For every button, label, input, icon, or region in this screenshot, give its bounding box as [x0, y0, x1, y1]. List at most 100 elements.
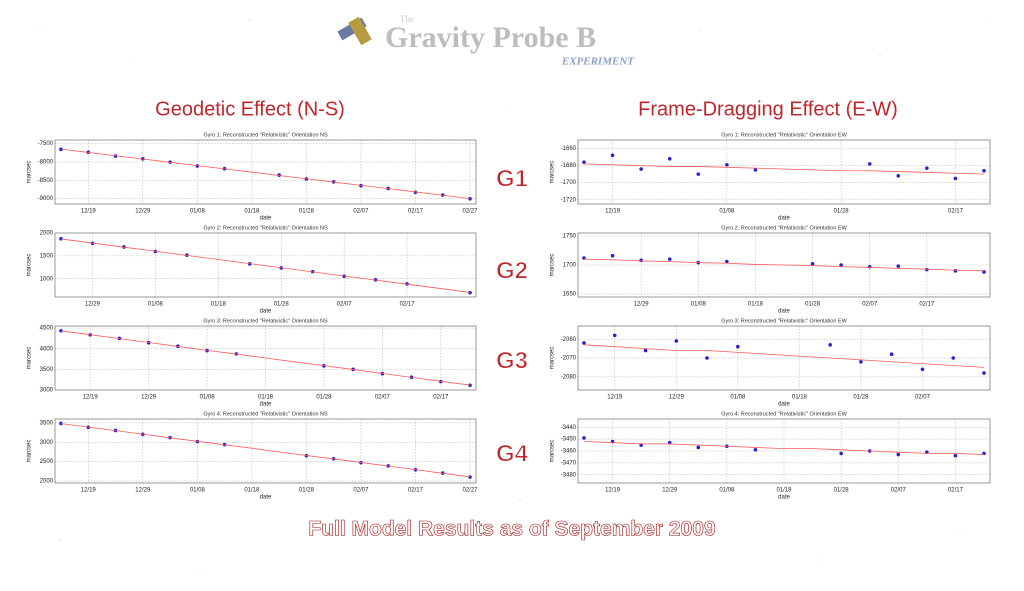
y-axis-label: marcsec: [27, 161, 33, 184]
data-point: [925, 166, 929, 170]
x-tick-label: 02/07: [862, 302, 878, 308]
data-point: [59, 236, 63, 241]
x-axis-label: date: [260, 309, 272, 315]
data-point: [582, 341, 586, 345]
y-axis-label: marcsec: [27, 254, 33, 277]
x-tick-label: 02/07: [891, 488, 907, 494]
data-point: [612, 333, 617, 338]
x-tick-label: 12/29: [135, 488, 151, 494]
logo-sub: EXPERIMENT: [561, 56, 635, 68]
y-tick-label: 1650: [563, 292, 577, 298]
data-point: [610, 253, 615, 258]
data-point: [859, 359, 863, 364]
data-point: [725, 162, 729, 167]
data-point: [982, 371, 986, 375]
data-point: [953, 176, 958, 181]
gyro-label: G4: [496, 440, 529, 467]
data-point: [867, 162, 872, 166]
x-tick-label: 02/17: [948, 488, 964, 494]
chart-title: Gyro 1: Reconstructed "Relativistic" Ori…: [203, 132, 328, 138]
stars: [39, 19, 991, 571]
data-point: [889, 352, 894, 357]
x-tick-label: 01/08: [719, 209, 735, 215]
x-tick-label: 02/17: [919, 302, 935, 308]
y-tick-label: 4000: [40, 346, 54, 352]
x-tick-label: 01/08: [691, 302, 707, 308]
y-tick-label: -8500: [38, 178, 54, 184]
x-tick-label: 02/27: [462, 488, 478, 494]
fit-line: [583, 258, 985, 272]
data-point: [810, 262, 815, 266]
fit-line: [60, 330, 471, 386]
panel-title: Geodetic Effect (N-S): [155, 98, 345, 120]
y-tick-label: 1750: [563, 233, 577, 239]
data-point: [696, 172, 701, 176]
chart-title: Gyro 2: Reconstructed "Relativistic" Ori…: [203, 225, 328, 231]
chart-title: Gyro 3: Reconstructed "Relativistic" Ori…: [721, 318, 847, 324]
x-tick-label: 02/17: [400, 302, 416, 308]
gyro-label: G1: [496, 165, 528, 192]
x-tick-label: 01/18: [258, 395, 274, 401]
x-tick-label: 01/28: [274, 302, 290, 308]
data-point: [896, 174, 901, 178]
y-tick-label: 2500: [40, 459, 54, 465]
x-tick-label: 01/18: [244, 209, 260, 215]
data-point: [953, 269, 958, 273]
x-tick-label: 02/17: [948, 209, 964, 215]
x-tick-label: 12/29: [634, 302, 650, 308]
x-axis-label: date: [260, 216, 272, 222]
logo: Gravity Probe B: [385, 21, 596, 54]
data-point: [736, 344, 740, 349]
x-tick-label: 01/18: [792, 395, 808, 401]
y-tick-label: 2000: [40, 479, 54, 485]
y-tick-label: -3460: [561, 449, 577, 455]
x-tick-label: 02/07: [375, 395, 391, 401]
x-tick-label: 12/29: [662, 488, 678, 494]
x-axis-label: date: [778, 495, 790, 501]
data-point: [951, 356, 956, 360]
x-tick-label: 12/19: [83, 395, 99, 401]
x-tick-label: 01/08: [730, 395, 746, 401]
data-point: [982, 168, 986, 173]
x-tick-label: 01/28: [316, 395, 332, 401]
x-tick-label: 01/18: [776, 488, 792, 494]
data-point: [753, 448, 758, 452]
x-tick-label: 12/29: [669, 395, 685, 401]
logo-small: The: [400, 14, 414, 24]
plot-frame: [54, 139, 477, 205]
y-tick-label: -2080: [561, 374, 577, 380]
data-point: [59, 328, 63, 333]
plot-frame: [54, 232, 477, 298]
data-point: [667, 257, 672, 261]
y-tick-label: 1000: [40, 276, 54, 282]
x-tick-label: 01/28: [299, 488, 315, 494]
y-tick-label: -1660: [561, 146, 577, 152]
logo-icon: [337, 16, 372, 46]
fit-line: [60, 148, 471, 199]
fit-line: [583, 441, 985, 455]
y-tick-label: -8000: [38, 160, 54, 166]
chart-title: Gyro 4: Reconstructed "Relativistic" Ori…: [203, 411, 328, 417]
x-tick-label: 01/28: [299, 209, 315, 215]
data-point: [639, 258, 643, 263]
x-tick-label: 12/19: [81, 488, 97, 494]
y-axis-label: marcsec: [27, 347, 33, 370]
y-axis-label: marcsec: [550, 254, 556, 277]
data-point: [674, 339, 679, 343]
data-point: [839, 263, 843, 267]
y-tick-label: 3000: [40, 440, 54, 446]
data-point: [725, 259, 729, 264]
plot-frame: [54, 418, 477, 484]
data-point: [705, 356, 709, 360]
data-point: [753, 168, 758, 172]
chart-title: Gyro 1: Reconstructed "Relativistic" Ori…: [721, 132, 847, 138]
plot-frame: [577, 325, 991, 391]
data-point: [925, 267, 929, 272]
data-point: [643, 348, 648, 353]
y-tick-label: -2060: [561, 337, 577, 343]
data-point: [610, 153, 615, 158]
data-point: [896, 264, 901, 268]
data-point: [667, 156, 672, 161]
y-tick-label: 1500: [40, 253, 54, 259]
